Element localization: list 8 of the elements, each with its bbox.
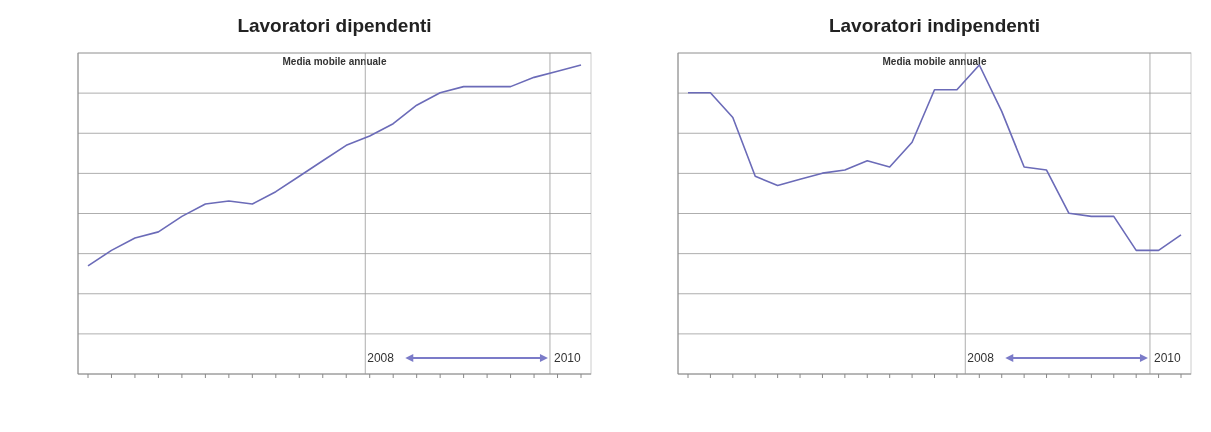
annotation: 2008 [967,351,995,365]
chart-subtitle: Media mobile annuale [282,56,387,67]
annotation: 2010 [1153,351,1181,365]
annotation: 2010 [553,351,581,365]
annotation: 2008 [367,351,395,365]
chart-title: Lavoratori dipendenti [237,15,432,36]
chart-subtitle: Media mobile annuale [882,56,987,67]
chart-title: Lavoratori indipendenti [828,15,1041,36]
